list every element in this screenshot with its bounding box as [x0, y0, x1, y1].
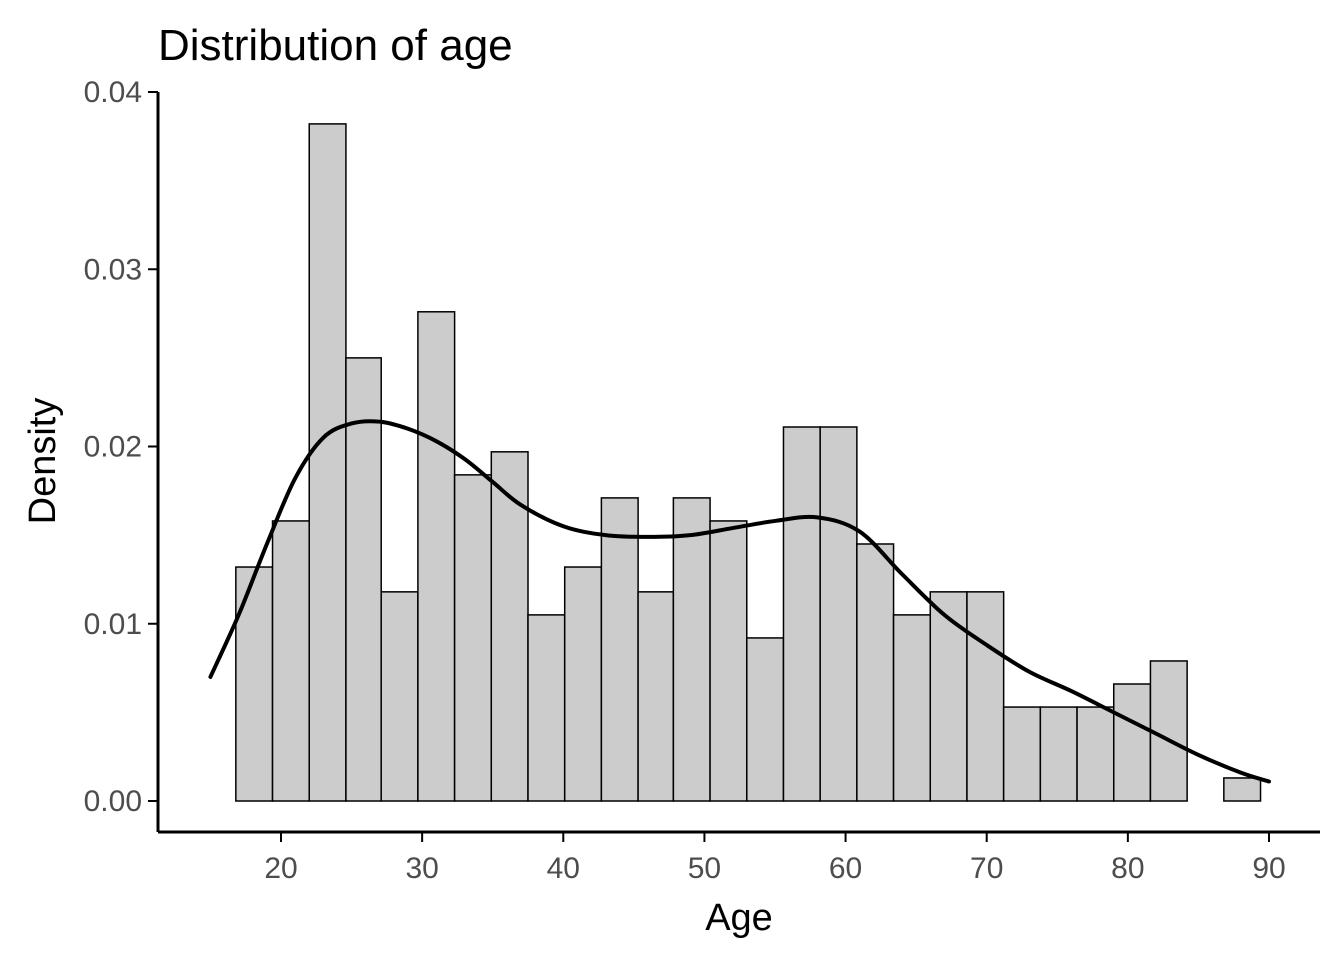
histogram-bar-21 [966, 591, 1005, 802]
x-tick-label-2: 40 [547, 852, 580, 885]
histogram-bar-28 [1223, 777, 1262, 802]
x-axis-title: Age [705, 897, 773, 939]
bars-layer [235, 123, 1262, 802]
histogram-bar-25 [1112, 683, 1152, 802]
x-tick-label-1: 30 [405, 852, 438, 885]
histogram-bar-1 [235, 566, 274, 802]
histogram-bar-19 [892, 614, 932, 802]
histogram-bar-3 [308, 123, 347, 802]
histogram-bar-2 [271, 520, 310, 802]
y-tick-label-1: 0.01 [84, 608, 142, 641]
histogram-bar-14 [709, 520, 748, 802]
histogram-bar-4 [345, 357, 382, 802]
histogram-bar-9 [527, 614, 566, 802]
histogram-bar-15 [746, 637, 785, 802]
histogram-bar-18 [856, 543, 895, 802]
histogram-bar-22 [1002, 706, 1042, 802]
x-tick-label-4: 60 [829, 852, 862, 885]
y-tick-label-3: 0.03 [84, 253, 142, 286]
histogram-bar-20 [929, 591, 968, 802]
histogram-bar-16 [782, 426, 821, 802]
histogram-bar-26 [1149, 660, 1188, 802]
y-tick-label-4: 0.04 [84, 76, 142, 109]
histogram-bar-17 [819, 426, 858, 802]
density-curve [208, 419, 1271, 784]
x-tick-label-6: 80 [1111, 852, 1144, 885]
histogram-bar-23 [1039, 706, 1078, 802]
histogram-bar-6 [417, 311, 456, 802]
y-tick-label-2: 0.02 [84, 431, 142, 464]
axes-layer [156, 92, 1320, 834]
histogram-bar-24 [1076, 706, 1115, 802]
x-axis-ticks: 20 30 40 50 60 70 80 90 [264, 832, 1286, 885]
y-axis-title: Density [22, 398, 64, 525]
x-tick-label-7: 90 [1252, 852, 1285, 885]
x-tick-label-0: 20 [264, 852, 297, 885]
histogram-bar-8 [490, 451, 529, 802]
x-tick-label-3: 50 [688, 852, 721, 885]
chart-title: Distribution of age [158, 21, 513, 70]
histogram-bar-12 [637, 591, 675, 802]
histogram-bar-5 [380, 591, 419, 802]
y-tick-label-0: 0.00 [84, 785, 142, 818]
histogram-bar-11 [600, 497, 639, 802]
x-tick-label-5: 70 [970, 852, 1003, 885]
y-axis-ticks: 0.00 0.01 0.02 0.03 0.04 [84, 76, 158, 818]
histogram-bar-13 [672, 497, 711, 802]
histogram-bar-7 [453, 474, 493, 802]
histogram-bar-10 [563, 566, 603, 802]
